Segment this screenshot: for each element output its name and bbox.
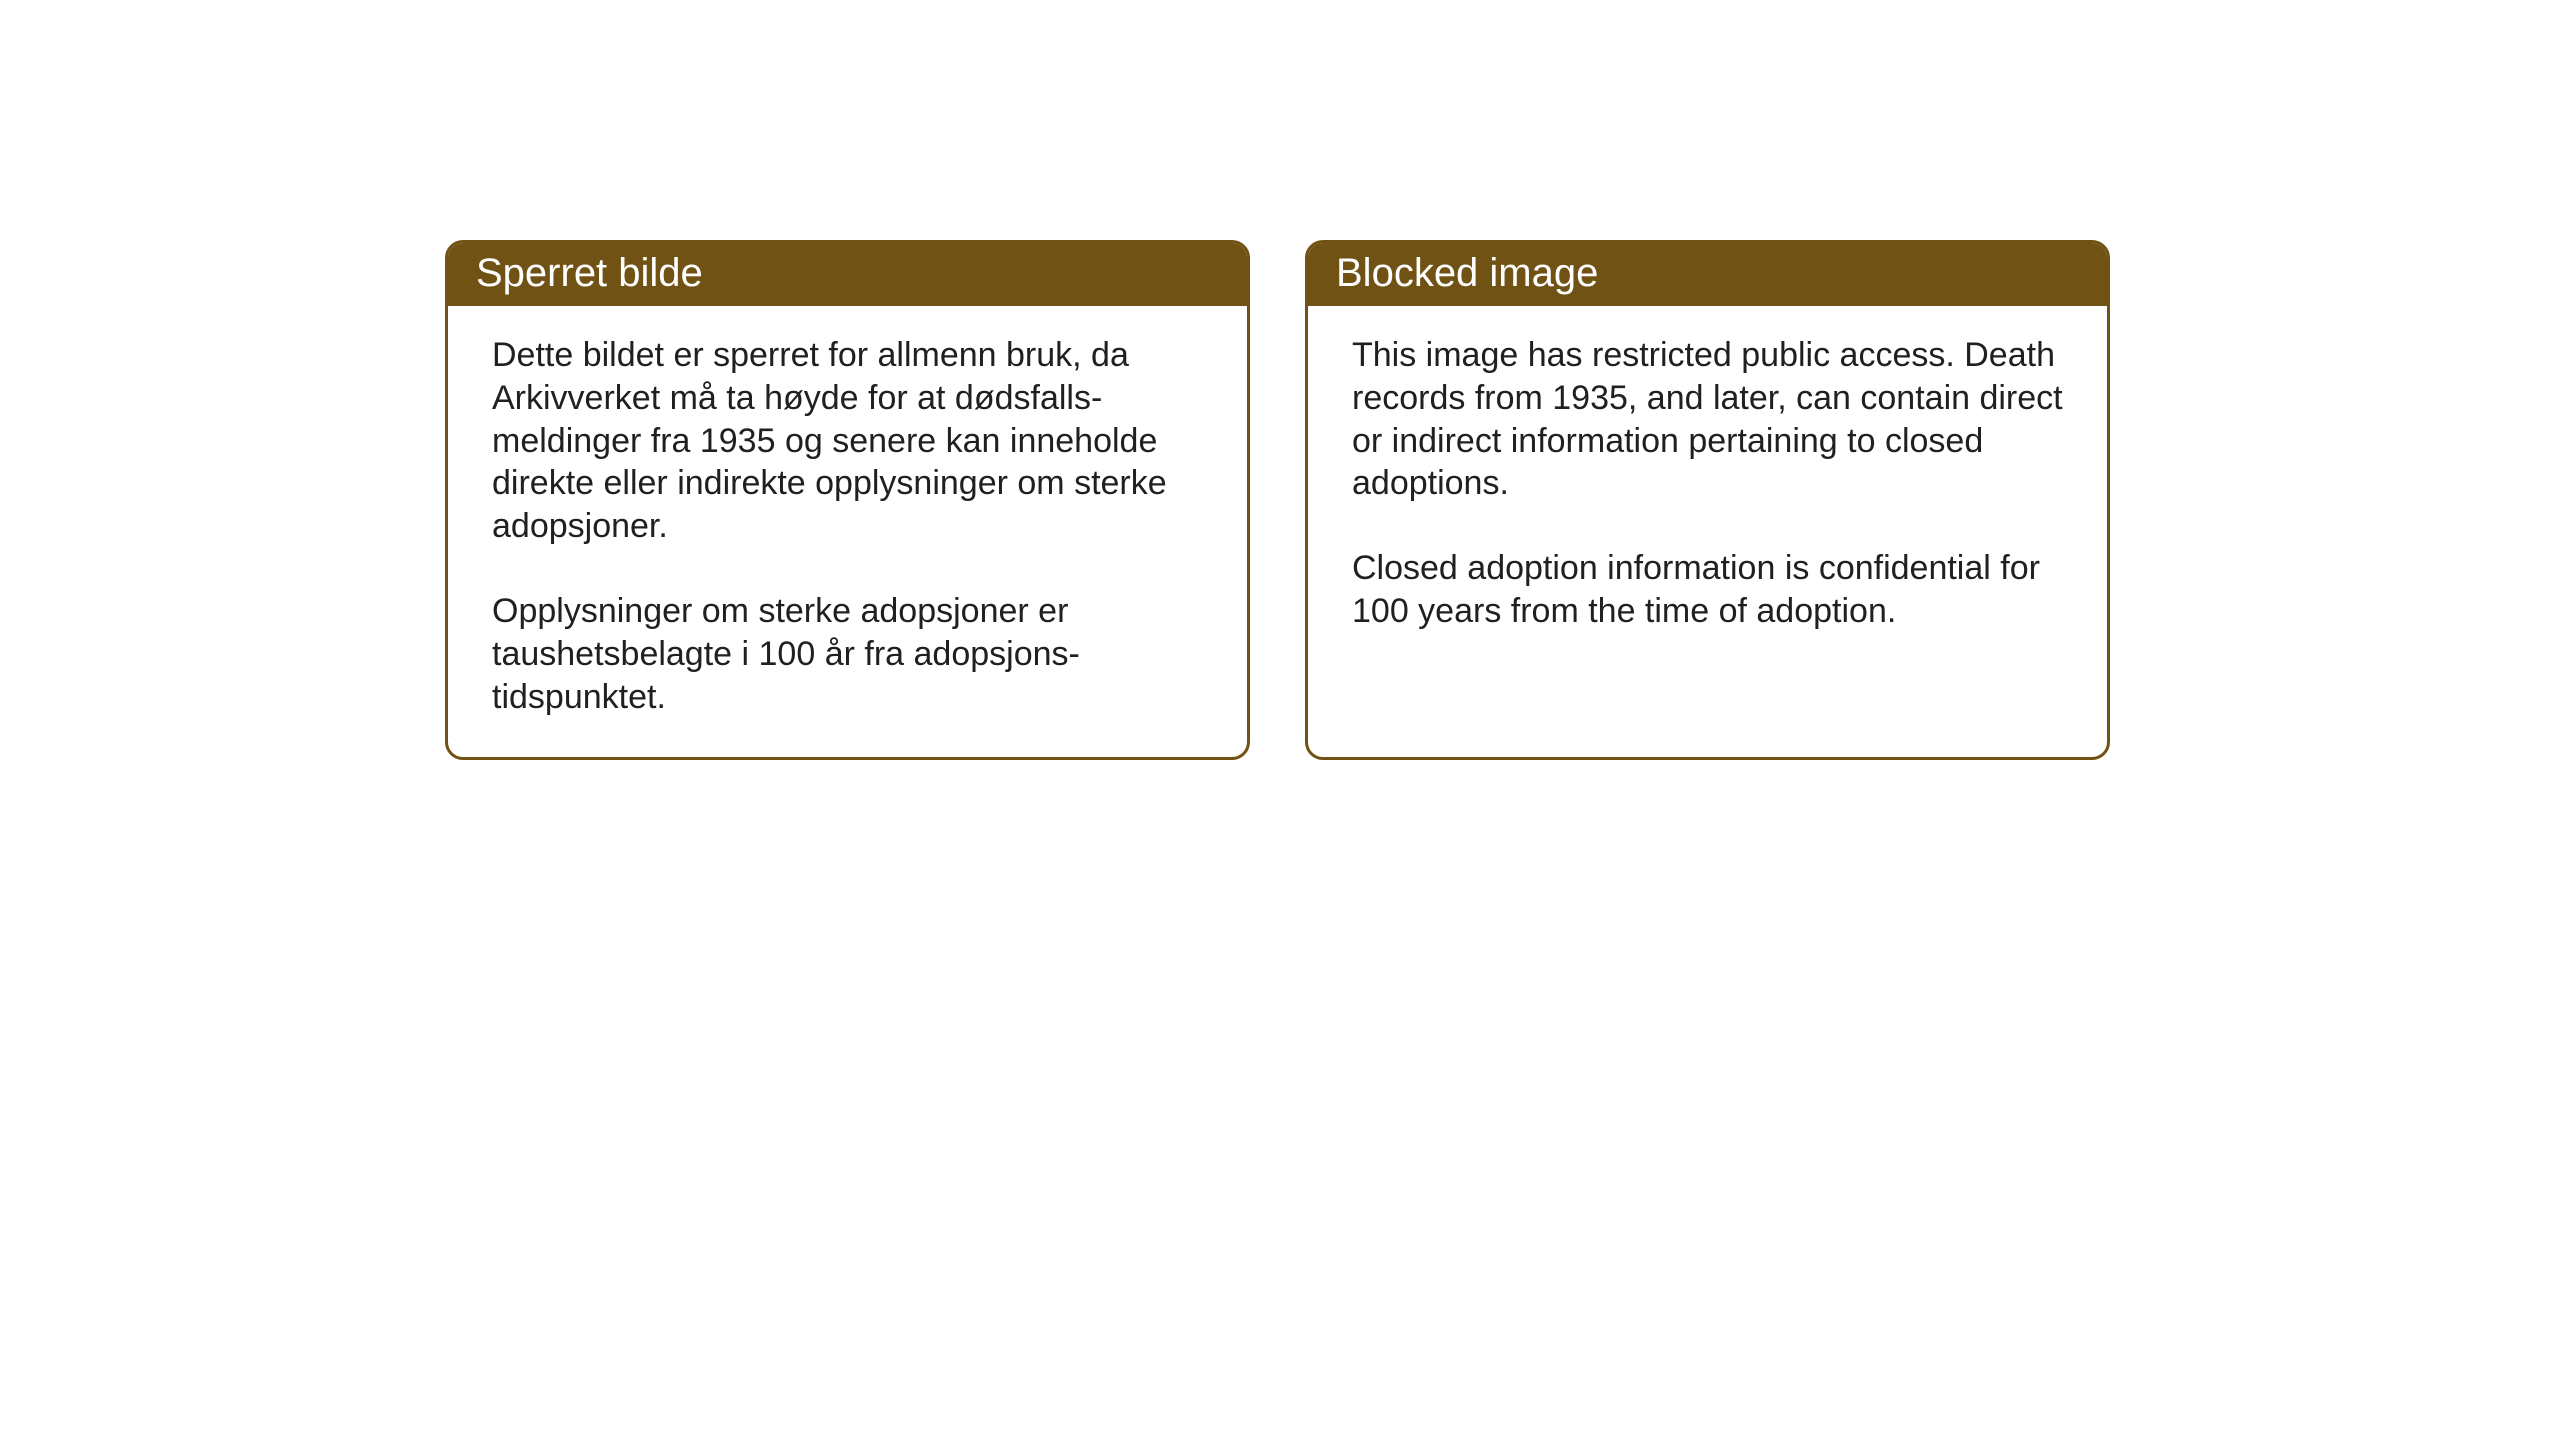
english-card-title: Blocked image <box>1308 243 2107 306</box>
norwegian-paragraph-2: Opplysninger om sterke adopsjoner er tau… <box>492 590 1203 718</box>
english-card-body: This image has restricted public access.… <box>1308 306 2107 746</box>
info-cards-container: Sperret bilde Dette bildet er sperret fo… <box>445 240 2110 760</box>
norwegian-info-card: Sperret bilde Dette bildet er sperret fo… <box>445 240 1250 760</box>
norwegian-card-body: Dette bildet er sperret for allmenn bruk… <box>448 306 1247 757</box>
norwegian-paragraph-1: Dette bildet er sperret for allmenn bruk… <box>492 334 1203 548</box>
norwegian-card-title: Sperret bilde <box>448 243 1247 306</box>
english-paragraph-1: This image has restricted public access.… <box>1352 334 2063 505</box>
english-info-card: Blocked image This image has restricted … <box>1305 240 2110 760</box>
english-paragraph-2: Closed adoption information is confident… <box>1352 547 2063 633</box>
